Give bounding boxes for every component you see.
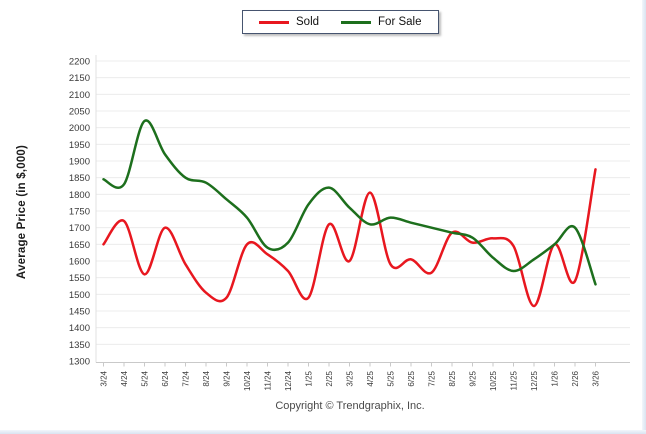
x-tick-label: 8/24 bbox=[202, 370, 211, 386]
y-tick-label: 1650 bbox=[69, 240, 90, 251]
y-tick-label: 1700 bbox=[69, 223, 90, 234]
x-tick-label: 11/25 bbox=[510, 370, 519, 390]
y-tick-label: 1550 bbox=[69, 273, 90, 284]
x-tick-label: 6/24 bbox=[161, 370, 170, 386]
x-tick-label: 1/25 bbox=[305, 370, 314, 386]
x-tick-label: 3/25 bbox=[346, 370, 355, 386]
y-tick-label: 1600 bbox=[69, 257, 90, 268]
x-tick-label: 9/25 bbox=[469, 370, 478, 386]
x-tick-label: 10/24 bbox=[243, 370, 252, 391]
frame-edge-bottom bbox=[0, 430, 646, 434]
y-tick-label: 1750 bbox=[69, 207, 90, 218]
y-tick-label: 2100 bbox=[69, 90, 90, 101]
y-tick-label: 1300 bbox=[69, 357, 90, 368]
legend-label-sold: Sold bbox=[296, 16, 320, 28]
x-tick-label: 4/25 bbox=[366, 370, 375, 386]
x-tick-label: 7/25 bbox=[428, 370, 437, 386]
x-tick-label: 8/25 bbox=[448, 370, 457, 386]
y-tick-label: 1450 bbox=[69, 307, 90, 318]
x-tick-label: 3/26 bbox=[592, 370, 601, 386]
sold-line bbox=[102, 168, 597, 308]
y-tick-label: 2050 bbox=[69, 107, 90, 118]
x-tick-label: 12/24 bbox=[284, 370, 293, 391]
x-tick-label: 4/24 bbox=[120, 370, 129, 386]
y-tick-label: 1900 bbox=[69, 157, 90, 168]
legend-label-for-sale: For Sale bbox=[378, 16, 422, 28]
x-tick-label: 2/25 bbox=[325, 370, 334, 386]
y-tick-label: 1850 bbox=[69, 173, 90, 184]
legend-item-for-sale: For Sale bbox=[341, 16, 422, 28]
x-tick-label: 1/26 bbox=[551, 370, 560, 386]
y-tick-label: 1800 bbox=[69, 190, 90, 201]
x-tick-label: 12/25 bbox=[530, 370, 539, 391]
y-tick-label: 2150 bbox=[69, 73, 90, 84]
copyright-text: Copyright © Trendgraphix, Inc. bbox=[275, 400, 425, 412]
legend: Sold For Sale bbox=[242, 10, 439, 34]
sold-line-swatch bbox=[259, 20, 289, 24]
for-sale-line bbox=[102, 119, 597, 286]
x-tick-label: 5/24 bbox=[141, 370, 150, 386]
x-tick-label: 5/25 bbox=[387, 370, 396, 386]
y-tick-label: 1500 bbox=[69, 290, 90, 301]
frame-edge-right bbox=[642, 0, 646, 434]
y-tick-label: 1350 bbox=[69, 340, 90, 351]
x-tick-label: 3/24 bbox=[100, 370, 109, 386]
x-tick-label: 9/24 bbox=[223, 370, 232, 386]
x-tick-label: 11/24 bbox=[264, 370, 273, 390]
for-sale-line-swatch bbox=[341, 20, 372, 24]
x-tick-label: 7/24 bbox=[182, 370, 191, 386]
y-tick-label: 2200 bbox=[69, 57, 90, 68]
legend-item-sold: Sold bbox=[259, 16, 319, 28]
y-tick-label: 1950 bbox=[69, 140, 90, 151]
x-tick-label: 6/25 bbox=[407, 370, 416, 386]
y-tick-label: 2000 bbox=[69, 123, 90, 134]
x-tick-label: 10/25 bbox=[489, 370, 498, 391]
x-tick-label: 2/26 bbox=[571, 370, 580, 386]
y-tick-label: 1400 bbox=[69, 323, 90, 334]
